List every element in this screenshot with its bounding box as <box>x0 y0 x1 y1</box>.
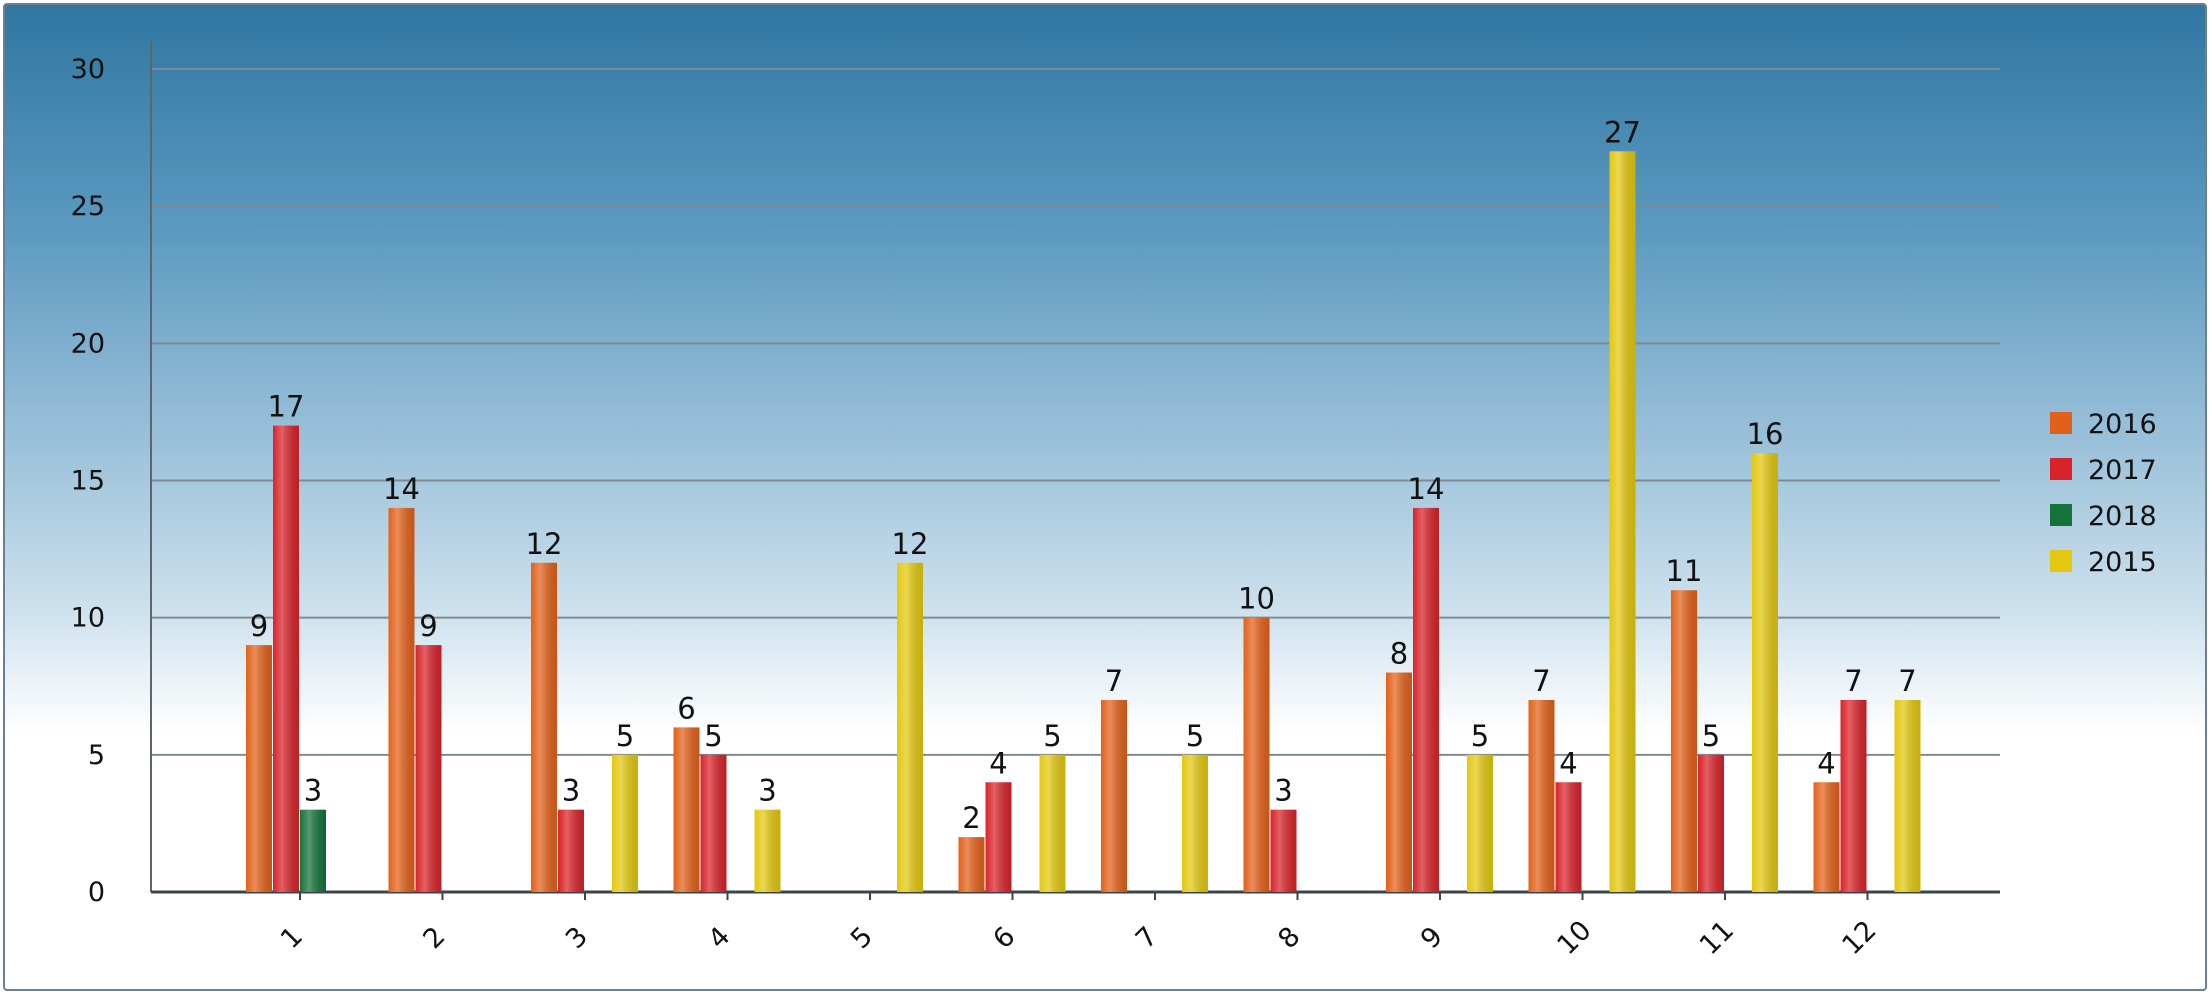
data-label-2017-8: 3 <box>1274 774 1292 808</box>
x-tick-label: 4 <box>702 921 736 955</box>
bar-shine <box>1671 590 1697 892</box>
bar-shine <box>1386 672 1412 892</box>
y-tick-label: 0 <box>88 877 105 908</box>
y-tick-label: 25 <box>71 191 105 222</box>
data-label-2015-3: 5 <box>616 719 634 753</box>
bar-shine <box>246 645 272 892</box>
bars <box>246 151 1921 893</box>
bar-shine <box>531 562 557 892</box>
data-label-2016-3: 12 <box>526 527 563 561</box>
legend-swatch-2017 <box>2050 458 2072 480</box>
bar-shine <box>1813 782 1840 892</box>
bar-shine <box>1182 754 1208 892</box>
data-label-2017-11: 5 <box>1702 719 1720 753</box>
bar-shine <box>612 754 638 892</box>
bar-shine <box>1555 782 1582 892</box>
bar-shine <box>985 782 1012 892</box>
legend-swatch-2018 <box>2050 504 2072 526</box>
y-tick-label: 10 <box>71 603 105 634</box>
data-label-2017-10: 4 <box>1559 746 1577 780</box>
data-label-2016-6: 2 <box>962 801 980 835</box>
data-label-2017-9: 14 <box>1408 472 1445 506</box>
data-label-2017-12: 7 <box>1844 664 1862 698</box>
bar-shine <box>1528 699 1555 892</box>
bar-shine <box>273 425 299 892</box>
bar-shine <box>1270 809 1297 892</box>
data-label-2015-9: 5 <box>1471 719 1489 753</box>
bar-shine <box>1752 453 1778 892</box>
data-label-2017-4: 5 <box>704 719 722 753</box>
legend-swatch-2015 <box>2050 550 2072 572</box>
data-label-2015-10: 27 <box>1604 115 1641 149</box>
data-label-2017-1: 17 <box>268 390 305 424</box>
data-label-2016-8: 10 <box>1238 582 1275 616</box>
bar-shine <box>754 809 781 892</box>
x-tick-label: 9 <box>1415 921 1449 955</box>
data-label-2016-9: 8 <box>1390 637 1408 671</box>
bar-shine <box>1609 151 1636 893</box>
legend: 2016 2017 2018 2015 <box>2050 409 2157 578</box>
bar-shine <box>415 645 442 892</box>
bar-shine <box>897 562 923 892</box>
legend-label-2017: 2017 <box>2088 455 2157 486</box>
x-tick-label: 12 <box>1836 915 1882 961</box>
data-label-2015-12: 7 <box>1898 664 1916 698</box>
data-label-2015-6: 5 <box>1043 719 1061 753</box>
data-label-2018-1: 3 <box>304 774 322 808</box>
data-label-2017-6: 4 <box>989 746 1007 780</box>
bar-shine <box>1039 754 1066 892</box>
bar-shine <box>388 507 415 892</box>
bar-shine <box>1840 699 1867 892</box>
x-tick-label: 11 <box>1694 915 1740 961</box>
data-label-2015-4: 3 <box>758 774 776 808</box>
legend-label-2018: 2018 <box>2088 501 2157 532</box>
chart-frame: 0 5 10 15 20 25 30 1 2 3 4 5 6 7 8 9 10 11 12 9 17 3 14 9 12 3 5 6… <box>3 3 2207 991</box>
data-label-2016-10: 7 <box>1532 664 1550 698</box>
y-tick-label: 15 <box>71 466 105 497</box>
bar-shine <box>1467 754 1493 892</box>
legend-label-2015: 2015 <box>2088 547 2157 578</box>
bar-shine <box>300 809 326 892</box>
bar-shine <box>700 754 727 892</box>
x-tick-label: 1 <box>275 921 309 955</box>
data-label-2016-1: 9 <box>250 609 268 643</box>
x-tick-label: 7 <box>1130 921 1164 955</box>
data-label-2016-12: 4 <box>1817 746 1835 780</box>
bar-shine <box>958 837 985 892</box>
data-label-2015-11: 16 <box>1747 417 1784 451</box>
x-tick-label: 6 <box>987 921 1021 955</box>
bar-shine <box>1413 507 1439 892</box>
bar-shine <box>1698 754 1724 892</box>
data-label-2016-2: 14 <box>383 472 420 506</box>
x-tick-label: 2 <box>417 921 451 955</box>
bar-shine <box>1243 617 1270 892</box>
y-tick-label: 30 <box>71 54 105 85</box>
x-tick-label: 8 <box>1272 921 1306 955</box>
y-tick-label: 20 <box>71 328 105 359</box>
data-label-2016-11: 11 <box>1666 554 1703 588</box>
data-label-2017-3: 3 <box>562 774 580 808</box>
data-label-2016-7: 7 <box>1105 664 1123 698</box>
bar-shine <box>558 809 584 892</box>
legend-label-2016: 2016 <box>2088 409 2157 440</box>
data-label-2016-4: 6 <box>677 691 695 725</box>
data-label-2017-2: 9 <box>419 609 437 643</box>
bar-shine <box>1101 699 1127 892</box>
x-tick-label: 10 <box>1551 915 1597 961</box>
bar-shine <box>1894 699 1921 892</box>
y-tick-label: 5 <box>88 740 105 771</box>
data-label-2015-7: 5 <box>1186 719 1204 753</box>
legend-swatch-2016 <box>2050 412 2072 434</box>
x-tick-label: 5 <box>845 921 879 955</box>
bar-shine <box>673 727 700 892</box>
x-tick-label: 3 <box>560 921 594 955</box>
data-label-2015-5: 12 <box>892 527 929 561</box>
